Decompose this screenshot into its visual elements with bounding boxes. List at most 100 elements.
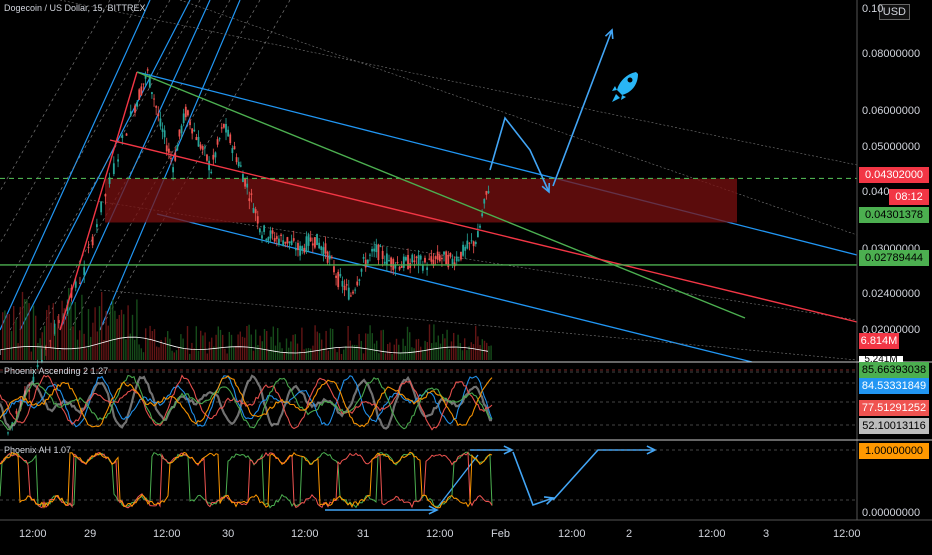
ah-value-2: 0.00000000 (862, 507, 921, 519)
candle-body (7, 432, 9, 434)
volume-bar (290, 341, 292, 360)
candle-body (441, 257, 443, 260)
candle-body (223, 124, 225, 128)
price-tick-label: 0.10 (862, 3, 884, 15)
candle-body (282, 240, 285, 247)
volume-bar (13, 305, 15, 360)
candle-body (239, 165, 242, 167)
volume-bar (30, 351, 32, 360)
volume-bar (437, 335, 439, 360)
osc-value-3: 77.51291252 (859, 400, 929, 416)
volume-bar (281, 348, 283, 360)
candle-body (148, 74, 151, 88)
candle-body (146, 69, 149, 71)
volume-bar (466, 350, 468, 360)
candle-body (438, 255, 441, 262)
candle-body (140, 86, 143, 96)
candle-body (167, 148, 170, 153)
candle-body (104, 194, 107, 197)
candle-body (220, 127, 223, 129)
candle-body (153, 98, 155, 100)
candle-body (405, 257, 407, 261)
candle-body (326, 251, 329, 263)
osc-value-1: 85.66393038 (859, 362, 929, 378)
phoenix-ascending-label: Phoenix Ascending 2 1.27 (4, 366, 109, 376)
candle-body (390, 257, 393, 267)
volume-bar (373, 343, 376, 360)
volume-bar (50, 322, 52, 360)
volume-bar (299, 351, 301, 360)
volume-bar (127, 305, 129, 360)
volume-bar (288, 347, 290, 360)
volume-bar (365, 333, 367, 360)
pitchfork-blue-line (0, 0, 151, 331)
candle-body (320, 246, 323, 250)
volume-bar (46, 309, 48, 360)
pitchfork-blue-line (19, 0, 191, 331)
volume-bar (294, 334, 296, 360)
volume-bar (347, 326, 349, 360)
time-tick-label: 29 (84, 528, 97, 540)
price-tick-label: 0.02400000 (862, 287, 921, 300)
volume-bar (477, 336, 479, 360)
volume-bar (406, 326, 409, 360)
volume-bar (90, 336, 92, 360)
candle-body (248, 198, 251, 202)
candle-body (356, 281, 359, 286)
candle-body (201, 146, 204, 150)
volume-bar (142, 352, 145, 360)
candle-body (375, 244, 378, 253)
candle-body (377, 244, 380, 261)
time-tick-label: 2 (626, 528, 633, 540)
volume-bar (74, 301, 76, 360)
volume-bar (426, 342, 428, 360)
volume-bar (145, 328, 147, 360)
candle-body (87, 247, 90, 249)
volume-bar (169, 338, 171, 360)
price-tick-label: 0.05000000 (862, 141, 921, 154)
candle-body (297, 242, 299, 251)
candle-body (199, 144, 202, 149)
candle-body (265, 239, 268, 241)
candle-body (172, 167, 174, 173)
projection-arrow-1 (489, 116, 550, 193)
volume-bar (208, 341, 211, 360)
candle-body (163, 130, 166, 138)
volume-bar (54, 327, 57, 360)
volume-bar (362, 353, 365, 360)
candle-body (214, 152, 217, 158)
volume-bar (248, 324, 250, 360)
candle-body (400, 265, 403, 268)
volume-bar (461, 350, 464, 360)
volume-bar (431, 343, 433, 360)
candle-body (385, 253, 388, 266)
candle-body (134, 105, 136, 113)
volume-bar (422, 350, 424, 360)
candle-body (121, 134, 124, 139)
candle-body (254, 209, 257, 214)
volume-bar (2, 312, 4, 360)
candle-body (398, 266, 401, 270)
candle-body (292, 238, 295, 241)
candle-body (335, 275, 337, 278)
candle-body (129, 111, 132, 116)
volume-bar (224, 348, 226, 360)
rocket-icon (610, 70, 640, 111)
candle-body (280, 234, 282, 237)
volume-bar (270, 336, 272, 360)
candle-body (426, 267, 428, 270)
candle-body (269, 230, 272, 239)
candle-body (187, 110, 189, 116)
candle-body (301, 246, 304, 251)
candle-body (330, 256, 333, 258)
candle-body (208, 160, 210, 171)
candle-body (100, 201, 103, 213)
candle-body (108, 177, 111, 184)
currency-badge[interactable]: USD (878, 4, 910, 20)
projection-arrow-1-head (541, 182, 551, 194)
volume-bar (356, 345, 358, 360)
candle-body (366, 259, 369, 264)
volume-bar (8, 314, 10, 360)
